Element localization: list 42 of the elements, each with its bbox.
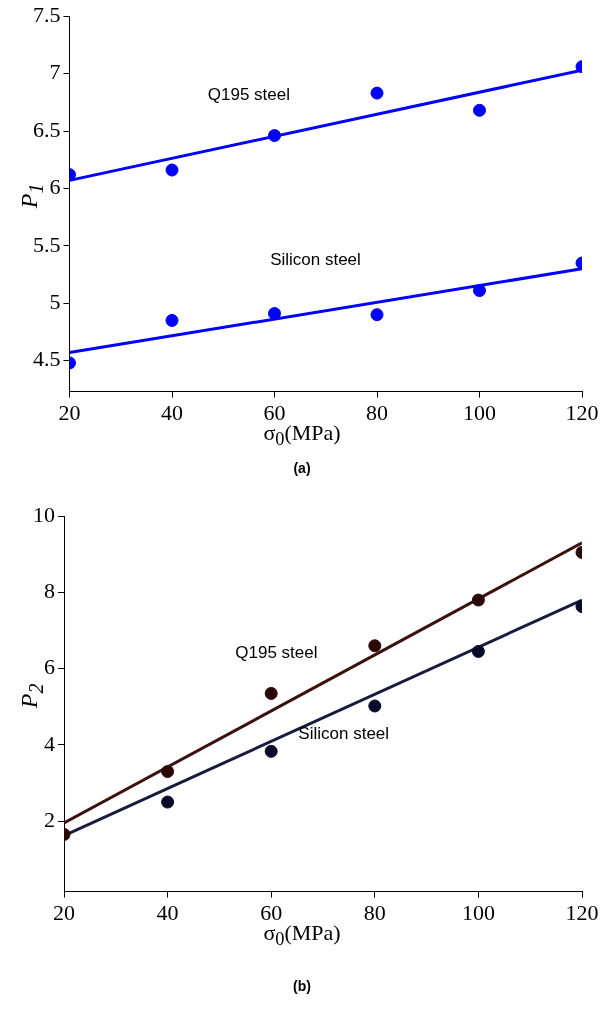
- point: [370, 86, 384, 100]
- point: [161, 765, 175, 779]
- text: (a): [292, 460, 312, 476]
- y-tick-label: 7.5: [33, 1, 61, 27]
- x-tick-label: 40: [156, 899, 179, 925]
- x-tick-label: 20: [58, 399, 81, 425]
- text: Silicon steel: [270, 249, 361, 269]
- point: [471, 593, 485, 607]
- y-tick-label: 6: [44, 654, 55, 680]
- y-tick-label: 4: [44, 730, 55, 756]
- y-tick-label: 5: [49, 288, 61, 314]
- text: Q195 steel: [235, 642, 318, 662]
- point: [268, 129, 281, 143]
- x-tick-label: 100: [463, 399, 496, 425]
- y-tick-label: 6.5: [33, 116, 61, 142]
- point: [368, 699, 382, 713]
- x-tick-label: 40: [161, 399, 183, 425]
- y-tick-label: 6: [49, 174, 61, 200]
- y-tick-label: 8: [44, 578, 55, 604]
- series-label: Q195 steel: [207, 84, 290, 104]
- y-tick-label: 7: [49, 59, 61, 85]
- x-tick-label: 120: [565, 899, 599, 925]
- x-tick-label: 120: [565, 399, 599, 425]
- x-tick-label: 100: [461, 899, 495, 925]
- text: (b): [292, 978, 312, 994]
- y-tick-label: 5.5: [33, 231, 61, 257]
- series-label: Silicon steel: [298, 723, 390, 743]
- point: [370, 308, 384, 322]
- y-tick-label: 2: [44, 806, 55, 832]
- point: [368, 639, 382, 653]
- x-tick-label: 80: [363, 899, 386, 925]
- point: [264, 686, 278, 700]
- y-tick-label: 10: [33, 501, 55, 527]
- x-tick-label: 80: [366, 399, 388, 425]
- point: [471, 645, 485, 658]
- point: [264, 744, 278, 758]
- y-tick-label: 4.5: [33, 346, 61, 372]
- x-tick-label: 20: [53, 899, 75, 925]
- point: [165, 313, 179, 327]
- point: [268, 307, 281, 321]
- point: [161, 795, 175, 809]
- point: [165, 163, 179, 177]
